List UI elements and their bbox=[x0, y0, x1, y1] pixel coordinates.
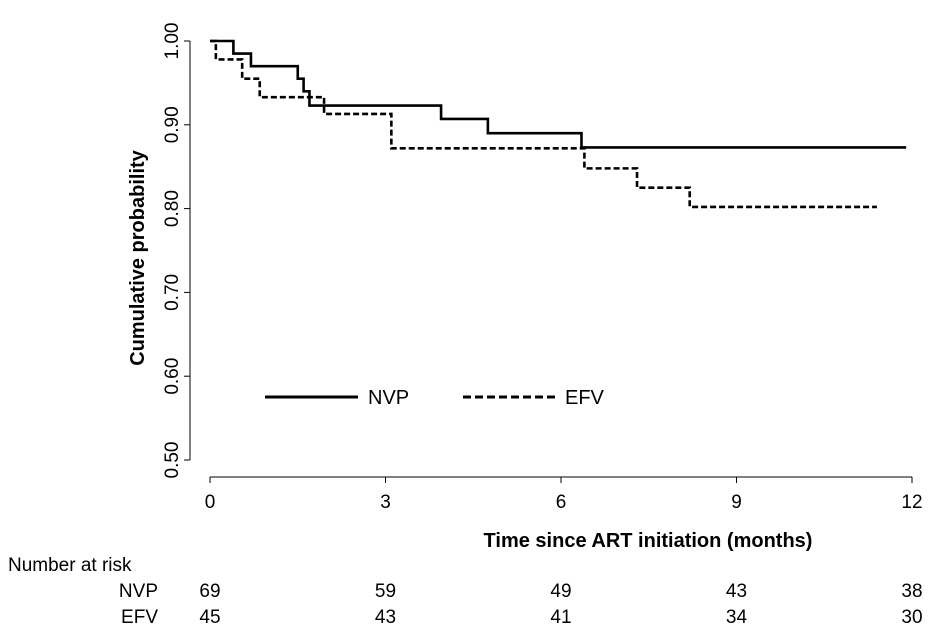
x-tick-label: 3 bbox=[380, 492, 391, 513]
risk-value-nvp: 49 bbox=[550, 581, 571, 602]
legend-label-nvp: NVP bbox=[368, 387, 409, 409]
risk-value-efv: 41 bbox=[550, 607, 571, 628]
risk-table: Number at risk NVP EFV 69 59 49 43 38 45 43 41 3… bbox=[8, 555, 923, 628]
x-tick-label: 12 bbox=[901, 492, 922, 513]
x-tick-label: 0 bbox=[205, 492, 216, 513]
risk-value-efv: 34 bbox=[726, 607, 748, 628]
risk-value-efv: 43 bbox=[375, 607, 396, 628]
risk-value-nvp: 38 bbox=[901, 581, 922, 602]
risk-values: 69 59 49 43 38 45 43 41 34 30 bbox=[199, 581, 922, 628]
risk-value-efv: 30 bbox=[901, 607, 922, 628]
axes: 0.50 0.60 0.70 0.80 0.90 1.00 0 3 6 9 12 bbox=[162, 23, 923, 513]
series-line-nvp bbox=[210, 39, 907, 149]
y-tick-label: 0.60 bbox=[162, 358, 183, 395]
risk-table-title: Number at risk bbox=[8, 555, 132, 576]
y-axis-title: Cumulative probability bbox=[127, 149, 149, 365]
y-tick-label: 0.90 bbox=[162, 106, 183, 143]
x-tick-label: 6 bbox=[556, 492, 567, 513]
risk-value-efv: 45 bbox=[199, 607, 220, 628]
series-layer bbox=[210, 39, 907, 209]
risk-row-label-efv: EFV bbox=[121, 607, 158, 628]
risk-value-nvp: 59 bbox=[375, 581, 396, 602]
series-line-efv bbox=[210, 39, 877, 209]
risk-value-nvp: 69 bbox=[199, 581, 220, 602]
legend: NVP EFV bbox=[265, 387, 605, 409]
x-axis-title: Time since ART initiation (months) bbox=[484, 530, 813, 552]
risk-value-nvp: 43 bbox=[726, 581, 747, 602]
y-tick-label: 0.70 bbox=[162, 274, 183, 311]
x-tick-label: 9 bbox=[731, 492, 742, 513]
legend-label-efv: EFV bbox=[565, 387, 605, 409]
risk-row-label-nvp: NVP bbox=[119, 581, 158, 602]
y-tick-label: 0.80 bbox=[162, 190, 183, 227]
y-ticks: 0.50 0.60 0.70 0.80 0.90 1.00 bbox=[162, 23, 190, 479]
y-tick-label: 1.00 bbox=[162, 23, 183, 60]
y-tick-label: 0.50 bbox=[162, 442, 183, 479]
x-ticks: 0 3 6 9 12 bbox=[205, 477, 923, 513]
